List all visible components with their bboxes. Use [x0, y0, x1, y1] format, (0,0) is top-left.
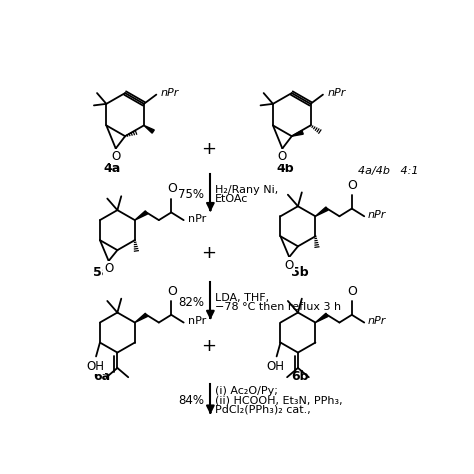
Text: nPr: nPr — [368, 210, 386, 220]
Text: +: + — [201, 337, 216, 355]
Polygon shape — [144, 126, 155, 133]
Polygon shape — [135, 313, 147, 322]
Text: 4a: 4a — [103, 162, 120, 175]
Text: O: O — [167, 182, 177, 195]
Text: (i) Ac₂O/Py;: (i) Ac₂O/Py; — [215, 386, 278, 396]
Text: 6a: 6a — [93, 370, 110, 383]
Text: H₂/Rany Ni,: H₂/Rany Ni, — [215, 185, 278, 195]
Polygon shape — [315, 313, 328, 322]
Text: LDA, THF,: LDA, THF, — [215, 293, 269, 303]
Polygon shape — [292, 130, 303, 136]
Text: O: O — [104, 263, 113, 275]
Text: nPr: nPr — [161, 88, 179, 98]
Text: 6b: 6b — [291, 370, 308, 383]
Text: 5a: 5a — [93, 266, 110, 279]
Text: O: O — [347, 179, 357, 191]
Text: 82%: 82% — [178, 296, 204, 309]
Text: O: O — [278, 150, 287, 163]
Text: OH: OH — [267, 360, 285, 373]
Text: +: + — [201, 244, 216, 262]
Text: (ii) HCOOH, Et₃N, PPh₃,: (ii) HCOOH, Et₃N, PPh₃, — [215, 396, 343, 406]
Text: EtOAc: EtOAc — [215, 194, 248, 204]
Text: O: O — [167, 285, 177, 298]
Polygon shape — [315, 207, 328, 216]
Text: 5b: 5b — [291, 266, 308, 279]
Text: −78 °C then reflux 3 h: −78 °C then reflux 3 h — [215, 302, 341, 312]
Text: O: O — [347, 285, 357, 298]
Text: nPr: nPr — [368, 316, 386, 326]
Text: nPr: nPr — [188, 316, 206, 326]
Text: O: O — [111, 150, 120, 163]
Text: 4b: 4b — [277, 162, 294, 175]
Text: 75%: 75% — [178, 188, 204, 201]
Text: PdCl₂(PPh₃)₂ cat.,: PdCl₂(PPh₃)₂ cat., — [215, 405, 311, 415]
Text: 4a/4b   4:1: 4a/4b 4:1 — [357, 166, 418, 176]
Text: nPr: nPr — [328, 88, 346, 98]
Text: O: O — [284, 259, 294, 272]
Text: nPr: nPr — [188, 214, 206, 224]
Text: 84%: 84% — [178, 394, 204, 407]
Polygon shape — [135, 211, 147, 220]
Text: +: + — [201, 140, 216, 158]
Text: OH: OH — [86, 360, 104, 373]
